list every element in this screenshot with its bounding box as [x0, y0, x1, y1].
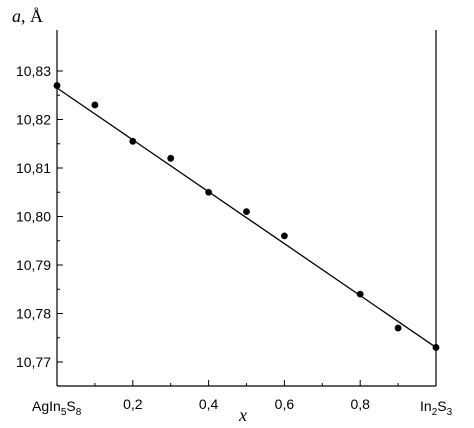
- y-tick-label: 10,78: [16, 306, 51, 322]
- fit-line-group: [56, 87, 437, 348]
- y-tick-label: 10,80: [16, 209, 51, 225]
- y-axis-comma: ,: [21, 6, 30, 26]
- left-label-mid: S: [66, 398, 75, 414]
- left-label-sub2: 8: [76, 407, 82, 418]
- data-point: [432, 344, 440, 351]
- y-axis-unit: Å: [30, 6, 43, 26]
- fit-line: [56, 87, 437, 348]
- right-label-base: In: [420, 398, 432, 414]
- y-axis-variable: a: [12, 6, 21, 26]
- data-points: [53, 82, 440, 351]
- y-tick-label: 10,79: [16, 257, 51, 273]
- data-point: [243, 208, 250, 216]
- y-tick-label: 10,82: [16, 112, 51, 128]
- data-point: [53, 82, 61, 89]
- data-point: [167, 154, 175, 162]
- data-point: [129, 137, 137, 145]
- x-tick-label: 0,4: [199, 396, 219, 412]
- right-label-sub2: 3: [447, 407, 453, 418]
- y-tick-label: 10,83: [16, 63, 51, 79]
- y-tick-label: 10,81: [16, 160, 51, 176]
- left-label-sub1: 5: [61, 407, 67, 418]
- right-label-sub1: 2: [432, 407, 438, 418]
- x-tick-label: 0,2: [123, 396, 143, 412]
- data-point: [205, 188, 213, 196]
- y-tick-label: 10,77: [16, 354, 51, 370]
- x-tick-label: 0,8: [350, 396, 370, 412]
- y-ticks: 10,77 10,78 10,79 10,80 10,81 10,82 10,83: [16, 63, 63, 370]
- data-point: [281, 232, 288, 240]
- x-end-label-right: In2S3: [420, 398, 453, 418]
- data-point: [394, 324, 402, 332]
- x-ticks: 0,2 0,4 0,6 0,8: [94, 380, 399, 412]
- x-axis-title: x: [238, 405, 247, 425]
- x-end-label-left: AgIn5S8: [32, 398, 82, 418]
- left-label-base: AgIn: [32, 398, 61, 414]
- x-tick-label: 0,6: [275, 396, 295, 412]
- data-point: [91, 101, 99, 109]
- right-label-mid: S: [437, 398, 446, 414]
- data-point: [356, 290, 364, 298]
- y-axis-title: a, Å: [12, 6, 43, 26]
